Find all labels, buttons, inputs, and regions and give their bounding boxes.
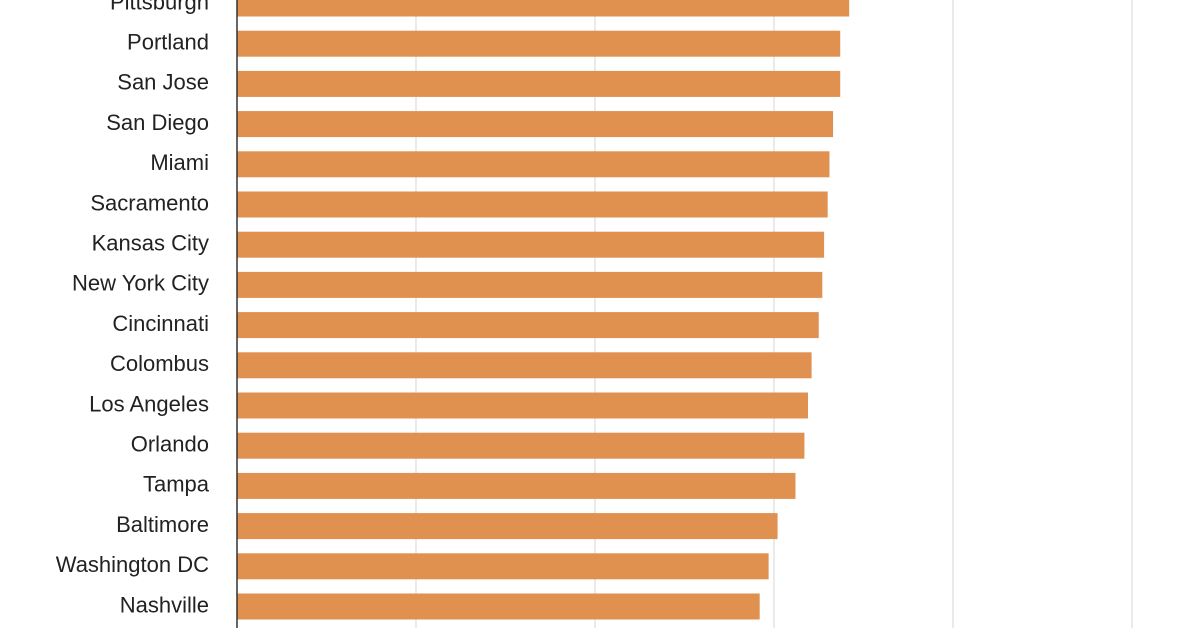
bar [237, 472, 796, 499]
y-tick-label: Kansas City [92, 231, 209, 256]
bar [237, 30, 841, 57]
y-tick-label: San Diego [106, 110, 209, 135]
y-tick-label: Colombus [110, 351, 209, 376]
y-tick-label: San Jose [117, 70, 209, 95]
y-tick-label: Washington DC [56, 552, 209, 577]
y-tick-label: Miami [150, 150, 209, 175]
bar [237, 593, 760, 620]
bar [237, 191, 828, 218]
y-tick-label: Tampa [143, 472, 210, 497]
y-tick-label: Sacramento [90, 190, 209, 215]
bar [237, 432, 805, 459]
bar [237, 513, 778, 540]
bar [237, 553, 769, 580]
bar [237, 312, 819, 339]
y-tick-label: Baltimore [116, 512, 209, 537]
y-tick-label: Nashville [120, 592, 209, 617]
bar [237, 0, 850, 17]
bar [237, 111, 834, 138]
y-tick-label: Portland [127, 30, 209, 55]
bar [237, 231, 825, 258]
bar [237, 70, 841, 97]
bar [237, 271, 823, 298]
bar [237, 151, 830, 178]
y-tick-label: Los Angeles [89, 391, 209, 416]
y-tick-label: Cincinnati [112, 311, 209, 336]
bar [237, 352, 812, 379]
y-tick-label: New York City [72, 271, 209, 296]
y-tick-label: Pittsburgh [110, 0, 209, 14]
bar [237, 392, 808, 419]
y-tick-label: Orlando [131, 432, 209, 457]
